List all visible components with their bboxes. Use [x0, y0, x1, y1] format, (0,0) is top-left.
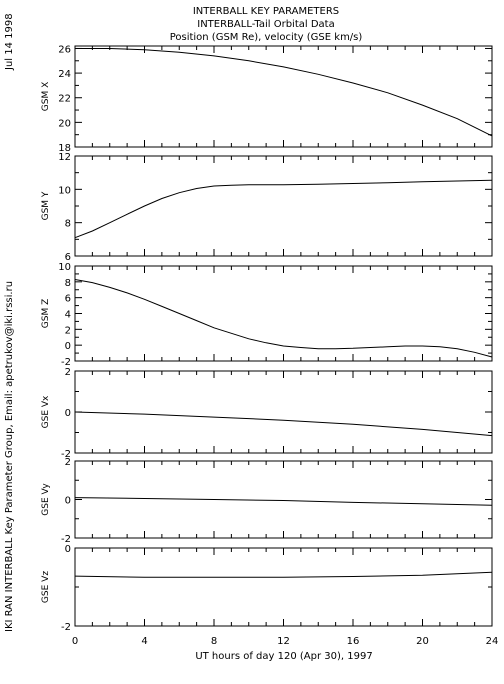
x-tick-label: 16 [347, 636, 360, 647]
panel-1: 18 20 22 24 26 GSM X [41, 44, 493, 154]
y-tick-label: 0 [65, 496, 71, 507]
y-tick-label: 2 [65, 457, 71, 468]
y-tick-label: -2 [61, 357, 71, 368]
y-tick-label: 20 [58, 118, 71, 129]
panel-frame [74, 547, 493, 627]
title-line-1: INTERBALL KEY PARAMETERS [193, 6, 339, 17]
panel-6: -2 0 GSE Vz [41, 544, 493, 633]
side-credit: IKI RAN INTERBALL Key Parameter Group, E… [4, 281, 15, 632]
y-tick-label: 24 [58, 69, 71, 80]
y-axis-label: GSE Vx [41, 395, 51, 428]
y-tick-label: 26 [58, 44, 71, 55]
chart-title: INTERBALL KEY PARAMETERS INTERBALL-Tail … [170, 6, 363, 43]
x-tick-label: 4 [141, 636, 147, 647]
y-tick-label: -2 [61, 622, 71, 633]
series-line [75, 48, 493, 137]
title-line-2: INTERBALL-Tail Orbital Data [197, 19, 334, 30]
y-axis-label: GSM Y [41, 191, 51, 220]
y-axis-label: GSE Vz [41, 571, 51, 603]
y-tick-label: 8 [65, 219, 71, 230]
y-tick-label: -2 [61, 534, 71, 545]
panel-frame [74, 45, 493, 148]
x-axis-label: UT hours of day 120 (Apr 30), 1997 [195, 651, 372, 662]
y-tick-label: 2 [65, 367, 71, 378]
y-tick-label: 6 [65, 252, 71, 263]
panel-frame [74, 460, 493, 539]
x-tick-label: 12 [277, 636, 290, 647]
y-tick-label: 0 [65, 341, 71, 352]
x-tick-label: 0 [72, 636, 78, 647]
series-line [74, 497, 493, 506]
y-tick-label: 6 [65, 294, 71, 305]
y-tick-label: 10 [58, 185, 71, 196]
x-tick-label: 8 [211, 636, 217, 647]
panel-frame [74, 370, 493, 454]
y-tick-label: 2 [65, 325, 71, 336]
panel-4: -2 0 2 GSE Vx [41, 367, 493, 460]
x-tick-label: 20 [416, 636, 429, 647]
y-tick-label: 8 [65, 278, 71, 289]
series-line [74, 411, 493, 437]
panel-3: -2 0 2 4 6 8 10 GSM Z [41, 262, 493, 368]
panel-2: 6 8 10 12 GSM Y [41, 152, 493, 263]
y-tick-label: 0 [65, 408, 71, 419]
y-tick-label: 4 [65, 310, 71, 321]
side-date: Jul 14 1998 [4, 13, 15, 71]
series-line [74, 571, 493, 578]
y-axis-label: GSE Vy [41, 483, 51, 516]
panel-frame [74, 155, 493, 257]
y-tick-label: -2 [61, 449, 71, 460]
title-line-3: Position (GSM Re), velocity (GSE km/s) [170, 32, 363, 43]
y-tick-label: 0 [65, 544, 71, 555]
y-tick-label: 12 [58, 152, 71, 163]
y-tick-label: 10 [58, 262, 71, 273]
series-line [74, 179, 493, 239]
y-axis-label: GSM X [41, 82, 51, 111]
y-axis-label: GSM Z [41, 299, 51, 328]
series-line [74, 279, 493, 358]
y-tick-label: 22 [58, 94, 71, 105]
panel-5: -2 0 2 GSE Vy [41, 457, 493, 545]
x-tick-label: 24 [486, 636, 499, 647]
y-tick-label: 18 [58, 143, 71, 154]
